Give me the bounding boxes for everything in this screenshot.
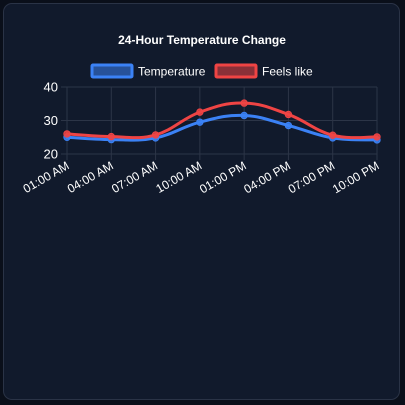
y-tick-label: 20 (44, 147, 58, 162)
x-tick-label: 07:00 AM (109, 158, 160, 195)
temperature-chart: 24-Hour Temperature Change Temperature F… (21, 33, 382, 196)
data-point-feels-like[interactable] (151, 131, 160, 139)
y-tick-label: 30 (44, 113, 58, 128)
x-tick-label: 10:00 AM (153, 158, 204, 195)
y-tick-label: 40 (44, 80, 58, 95)
data-point-feels-like[interactable] (63, 130, 71, 138)
series-line-temperature (65, 113, 379, 142)
data-point-temperature[interactable] (240, 111, 248, 120)
chart-card: 24-Hour Temperature Change Temperature F… (3, 3, 400, 400)
data-point-feels-like[interactable] (329, 131, 337, 139)
grid (61, 86, 378, 160)
data-point-feels-like[interactable] (196, 108, 204, 116)
data-point-feels-like[interactable] (284, 110, 293, 119)
chart-title: 24-Hour Temperature Change (118, 33, 286, 47)
legend-label-feels-like: Feels like (262, 65, 313, 79)
data-point-feels-like[interactable] (373, 133, 381, 141)
legend-swatch-temperature (90, 63, 134, 79)
x-tick-label: 07:00 PM (286, 158, 337, 196)
data-point-temperature[interactable] (284, 121, 293, 130)
legend-label-temperature: Temperature (138, 65, 206, 79)
x-tick-label: 04:00 AM (65, 158, 116, 195)
series-group (63, 99, 381, 144)
x-tick-label: 10:00 PM (330, 158, 381, 196)
legend: Temperature Feels like (90, 63, 313, 79)
x-tick-label: 01:00 AM (21, 158, 72, 195)
series-line-feels-like (65, 101, 379, 140)
data-point-feels-like[interactable] (240, 99, 248, 107)
data-point-temperature[interactable] (196, 118, 204, 126)
y-axis: 20 30 40 (44, 80, 58, 162)
legend-item-feels-like[interactable]: Feels like (214, 63, 313, 79)
legend-swatch-feels-like (214, 63, 258, 79)
data-point-feels-like[interactable] (107, 132, 115, 141)
x-tick-label: 01:00 PM (197, 158, 248, 196)
x-tick-label: 04:00 PM (241, 158, 292, 196)
legend-item-temperature[interactable]: Temperature (90, 63, 206, 79)
